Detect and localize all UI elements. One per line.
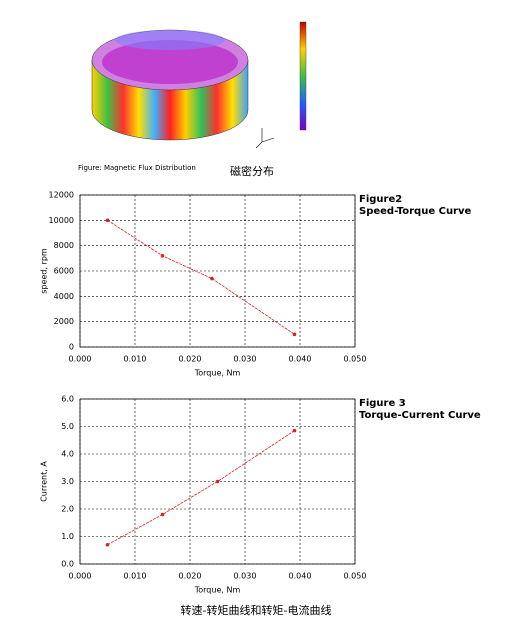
y-axis-label: speed, rpm [40, 248, 49, 294]
x-tick-label: 0.010 [124, 572, 147, 581]
flux-image [91, 21, 307, 149]
figure-caption: Figure: Magnetic Flux Distribution [78, 164, 196, 172]
x-tick-label: 0.020 [179, 355, 202, 364]
y-tick-label: 1.0 [61, 532, 74, 541]
point [160, 254, 165, 258]
x-tick-label: 0.040 [289, 355, 312, 364]
chart-title: Figure2 [359, 194, 402, 205]
x-tick-label: 0.020 [179, 572, 202, 581]
y-tick-label: 0 [69, 343, 74, 352]
x-tick-label: 0.000 [69, 572, 92, 581]
y-tick-label: 3.0 [61, 477, 74, 486]
x-axis-label: Torque, Nm [194, 586, 241, 595]
point [215, 479, 220, 484]
y-tick-label: 6000 [54, 267, 74, 276]
line [107, 219, 295, 335]
x-tick-label: 0.030 [234, 572, 257, 581]
figure-caption-cn: 磁密分布 [230, 164, 274, 178]
y-tick-label: 5.0 [61, 422, 74, 431]
y-tick-label: 8000 [54, 241, 74, 250]
x-axis-label: Torque, Nm [194, 369, 241, 378]
chart-title: Figure 3 [359, 398, 406, 409]
y-tick-label: 12000 [49, 191, 74, 200]
x-tick-label: 0.010 [124, 355, 147, 364]
y-tick-label: 4000 [54, 292, 74, 301]
point [105, 542, 110, 547]
point [292, 332, 297, 337]
line [107, 430, 295, 546]
y-tick-label: 2000 [54, 317, 74, 326]
y-tick-label: 0.0 [61, 560, 74, 569]
chart-subtitle: Torque-Current Curve [359, 410, 481, 421]
x-tick-label: 0.050 [344, 355, 367, 364]
x-tick-label: 0.030 [234, 355, 257, 364]
point [105, 218, 110, 223]
chart-subtitle: Speed-Torque Curve [359, 206, 472, 217]
point [210, 276, 214, 281]
footer-caption: 转速-转矩曲线和转矩-电流曲线 [181, 603, 332, 617]
y-tick-label: 2.0 [61, 505, 74, 514]
point [292, 428, 297, 433]
y-axis-label: Current, A [40, 461, 49, 502]
point [160, 512, 165, 517]
y-tick-label: 10000 [49, 216, 74, 225]
y-tick-label: 4.0 [61, 450, 74, 459]
y-tick-label: 6.0 [61, 395, 74, 404]
x-tick-label: 0.050 [344, 572, 367, 581]
x-tick-label: 0.000 [69, 355, 92, 364]
x-tick-label: 0.040 [289, 572, 312, 581]
